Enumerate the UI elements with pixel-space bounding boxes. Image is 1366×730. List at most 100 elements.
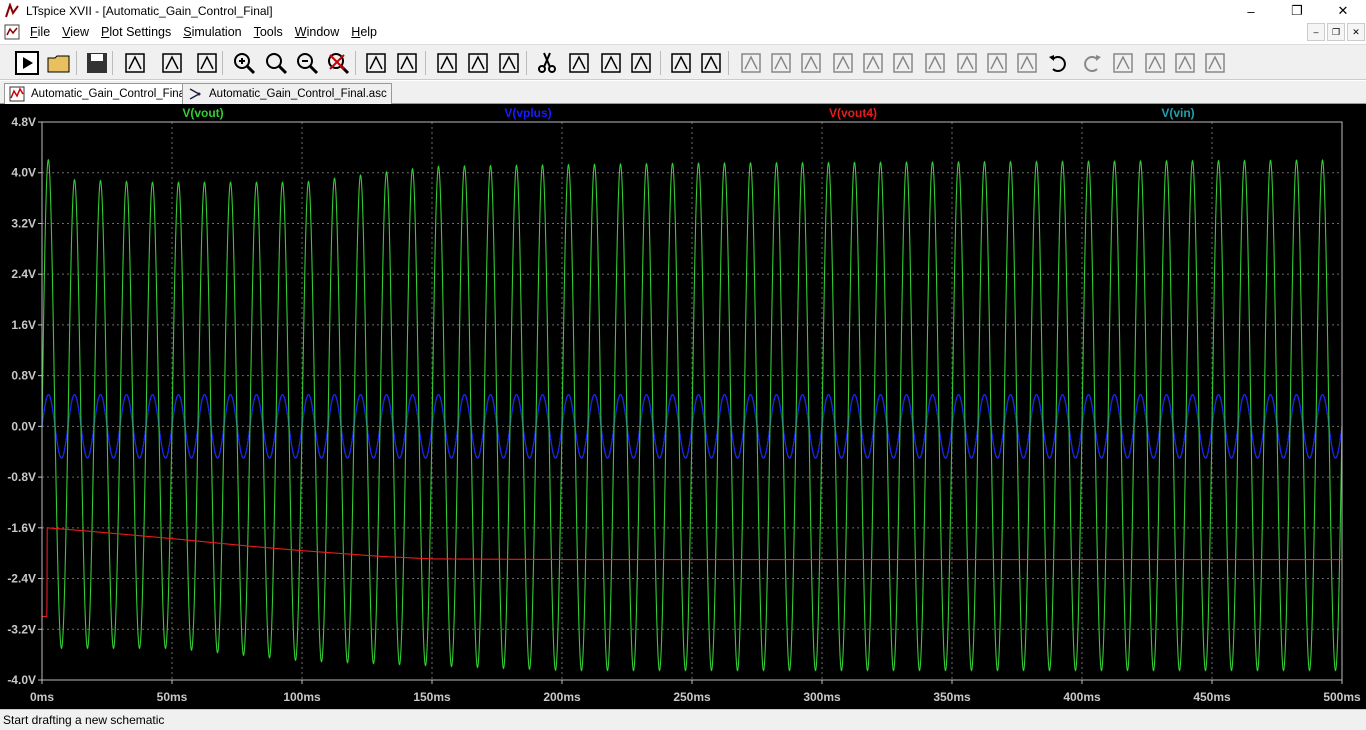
zoom-cancel-icon xyxy=(328,53,350,75)
zoom-out-button[interactable] xyxy=(293,49,321,77)
x-tick-label: 500ms xyxy=(1323,690,1361,704)
legend-vvout[interactable]: V(vout) xyxy=(182,106,223,120)
paste-button[interactable] xyxy=(597,49,625,77)
text-button[interactable] xyxy=(1171,49,1199,77)
redo-icon xyxy=(1084,55,1101,72)
save-button[interactable] xyxy=(83,49,111,77)
rotate-button[interactable] xyxy=(1109,49,1137,77)
control-panel-icon xyxy=(125,53,145,73)
inductor-icon xyxy=(893,53,913,73)
menu-window[interactable]: Window xyxy=(294,25,340,39)
waveform-plot-pane[interactable]: 4.8V 4.0V 3.2V 2.4V 1.6V 0.8V 0.0V -0.8V -1.6V -2… xyxy=(0,104,1366,709)
menu-tools[interactable]: Tools xyxy=(253,25,283,39)
mdi-restore-button[interactable]: ❐ xyxy=(1327,23,1345,41)
mdi-controls: – ❐ ✕ xyxy=(1306,22,1366,42)
capacitor-icon xyxy=(863,53,883,73)
mdi-minimize-button[interactable]: – xyxy=(1307,23,1325,41)
x-tick-label: 200ms xyxy=(543,690,581,704)
print-preview-button[interactable] xyxy=(697,49,725,77)
legend-vvin[interactable]: V(vin) xyxy=(1161,106,1194,120)
copy-icon xyxy=(569,53,589,73)
copy-button[interactable] xyxy=(565,49,593,77)
component-button[interactable] xyxy=(953,49,981,77)
tile-horizontal-button[interactable] xyxy=(433,49,461,77)
toolbar-separator xyxy=(112,51,113,75)
print-preview-icon xyxy=(701,53,721,73)
cascade-button[interactable] xyxy=(464,49,492,77)
undo-button[interactable] xyxy=(1045,49,1073,77)
tile-vertical-button[interactable] xyxy=(495,49,523,77)
close-icon: ✕ xyxy=(1337,3,1349,18)
menu-help[interactable]: Help xyxy=(351,25,377,39)
capacitor-button[interactable] xyxy=(859,49,887,77)
inductor-button[interactable] xyxy=(889,49,917,77)
legend-vvout4[interactable]: V(vout4) xyxy=(829,106,877,120)
redo-button[interactable] xyxy=(1077,49,1105,77)
zoom-area-button[interactable] xyxy=(262,49,290,77)
x-tick-label: 0ms xyxy=(30,690,54,704)
drag-icon xyxy=(1017,53,1037,73)
close-button[interactable]: ✕ xyxy=(1320,0,1366,22)
menu-plot-settings[interactable]: Plot Settings xyxy=(101,25,172,39)
window-title: LTspice XVII - [Automatic_Gain_Control_F… xyxy=(26,4,273,18)
run-man-button[interactable] xyxy=(158,49,186,77)
minimize-button[interactable]: – xyxy=(1228,0,1274,22)
waveform-chart[interactable]: 4.8V 4.0V 3.2V 2.4V 1.6V 0.8V 0.0V -0.8V -1.6V -2… xyxy=(0,104,1366,709)
y-tick-label: 4.8V xyxy=(11,115,36,129)
menu-simulation[interactable]: Simulation xyxy=(183,25,242,39)
move-button[interactable] xyxy=(983,49,1011,77)
halt-hand-button[interactable] xyxy=(193,49,221,77)
menu-view[interactable]: View xyxy=(62,25,90,39)
tab-schematic-label: Automatic_Gain_Control_Final.asc xyxy=(209,88,387,100)
trace-vvout[interactable] xyxy=(41,158,1343,672)
minimize-icon: – xyxy=(1247,3,1255,19)
ltspice-logo-icon xyxy=(5,3,19,18)
mirror-button[interactable] xyxy=(1141,49,1169,77)
trace-vvout4[interactable] xyxy=(42,527,1342,618)
zoom-cancel-button[interactable] xyxy=(324,49,352,77)
resistor-button[interactable] xyxy=(829,49,857,77)
mdi-close-button[interactable]: ✕ xyxy=(1347,23,1365,41)
ground-button[interactable] xyxy=(767,49,795,77)
toolbar-separator xyxy=(222,51,223,75)
y-tick-label: -3.2V xyxy=(7,622,36,636)
tab-waveform[interactable]: Automatic_Gain_Control_Final xyxy=(4,83,193,104)
cut-icon xyxy=(538,52,556,73)
y-axis-ticks: 4.8V 4.0V 3.2V 2.4V 1.6V 0.8V 0.0V -0.8V -1.6V -2… xyxy=(7,115,42,687)
legend: V(vout) V(vplus) V(vout4) V(vin) xyxy=(182,106,1194,120)
x-tick-label: 150ms xyxy=(413,690,451,704)
menu-file[interactable]: File xyxy=(30,25,51,39)
mirror-icon xyxy=(1145,53,1165,73)
open-icon xyxy=(47,55,70,73)
open-button[interactable] xyxy=(45,49,73,77)
document-icon[interactable] xyxy=(4,24,20,40)
autorange-button[interactable] xyxy=(362,49,390,77)
waveform-add-button[interactable] xyxy=(393,49,421,77)
maximize-button[interactable]: ❐ xyxy=(1274,0,1320,22)
title-bar: LTspice XVII - [Automatic_Gain_Control_F… xyxy=(0,0,1366,22)
cut-button[interactable] xyxy=(533,49,561,77)
tab-schematic[interactable]: Automatic_Gain_Control_Final.asc xyxy=(182,83,392,104)
control-panel-button[interactable] xyxy=(121,49,149,77)
draw-wire-button[interactable] xyxy=(737,49,765,77)
x-tick-label: 50ms xyxy=(157,690,188,704)
menu-bar: File View Plot Settings Simulation Tools… xyxy=(0,22,1366,42)
tab-waveform-label: Automatic_Gain_Control_Final xyxy=(31,88,188,100)
legend-vvplus[interactable]: V(vplus) xyxy=(504,106,551,120)
zoom-in-button[interactable] xyxy=(230,49,258,77)
x-tick-label: 400ms xyxy=(1063,690,1101,704)
tile-horizontal-icon xyxy=(437,53,457,73)
x-tick-label: 250ms xyxy=(673,690,711,704)
diode-button[interactable] xyxy=(921,49,949,77)
drag-button[interactable] xyxy=(1013,49,1041,77)
y-tick-label: -1.6V xyxy=(7,521,36,535)
label-net-button[interactable] xyxy=(797,49,825,77)
spice-directive-button[interactable] xyxy=(1201,49,1229,77)
waveform-icon xyxy=(9,86,25,102)
undo-icon xyxy=(1049,55,1066,72)
print-button[interactable] xyxy=(667,49,695,77)
find-button[interactable] xyxy=(627,49,655,77)
x-tick-label: 450ms xyxy=(1193,690,1231,704)
paste-icon xyxy=(601,53,621,73)
run-button[interactable] xyxy=(13,49,41,77)
